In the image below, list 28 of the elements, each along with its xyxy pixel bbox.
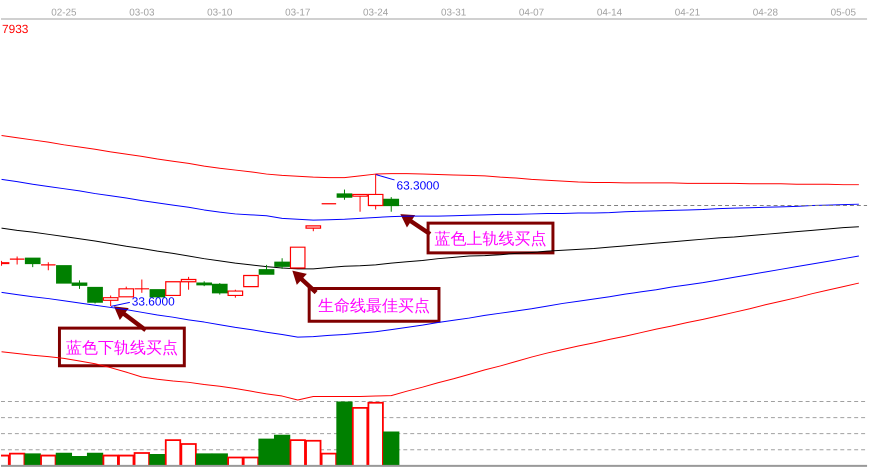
bar	[24, 453, 41, 466]
annotation: 蓝色上轨线买点	[434, 228, 547, 248]
x-tick-label: 03-24	[363, 8, 389, 19]
candlestick	[336, 189, 352, 200]
candlestick	[274, 258, 290, 270]
annotation: 生命线最佳买点	[318, 296, 430, 315]
x-tick-label: 02-25	[51, 8, 78, 19]
x-tick-label: 04-28	[752, 8, 778, 19]
bar	[383, 431, 400, 466]
bar	[336, 401, 353, 466]
x-tick-label: 03-31	[440, 8, 467, 19]
bar	[149, 454, 166, 466]
x-tick-label: 04-14	[596, 8, 623, 19]
candlestick	[243, 274, 259, 288]
annotation: 63.3000	[396, 178, 440, 192]
candlestick	[383, 196, 400, 212]
annotation: 33.6000	[132, 294, 176, 308]
candlestick	[290, 246, 306, 269]
x-tick-label: 03-17	[285, 8, 310, 19]
candlestick	[258, 264, 274, 275]
x-tick-label: 04-07	[518, 8, 544, 19]
x-tick-label: 05-05	[830, 8, 856, 19]
x-tick-label: 04-21	[674, 8, 701, 19]
x-tick-label: 03-03	[129, 8, 155, 19]
annotation: 7933	[2, 22, 29, 36]
x-tick-label: 03-10	[207, 8, 233, 19]
bar	[40, 454, 56, 466]
annotation: 蓝色下轨线买点	[66, 338, 178, 357]
